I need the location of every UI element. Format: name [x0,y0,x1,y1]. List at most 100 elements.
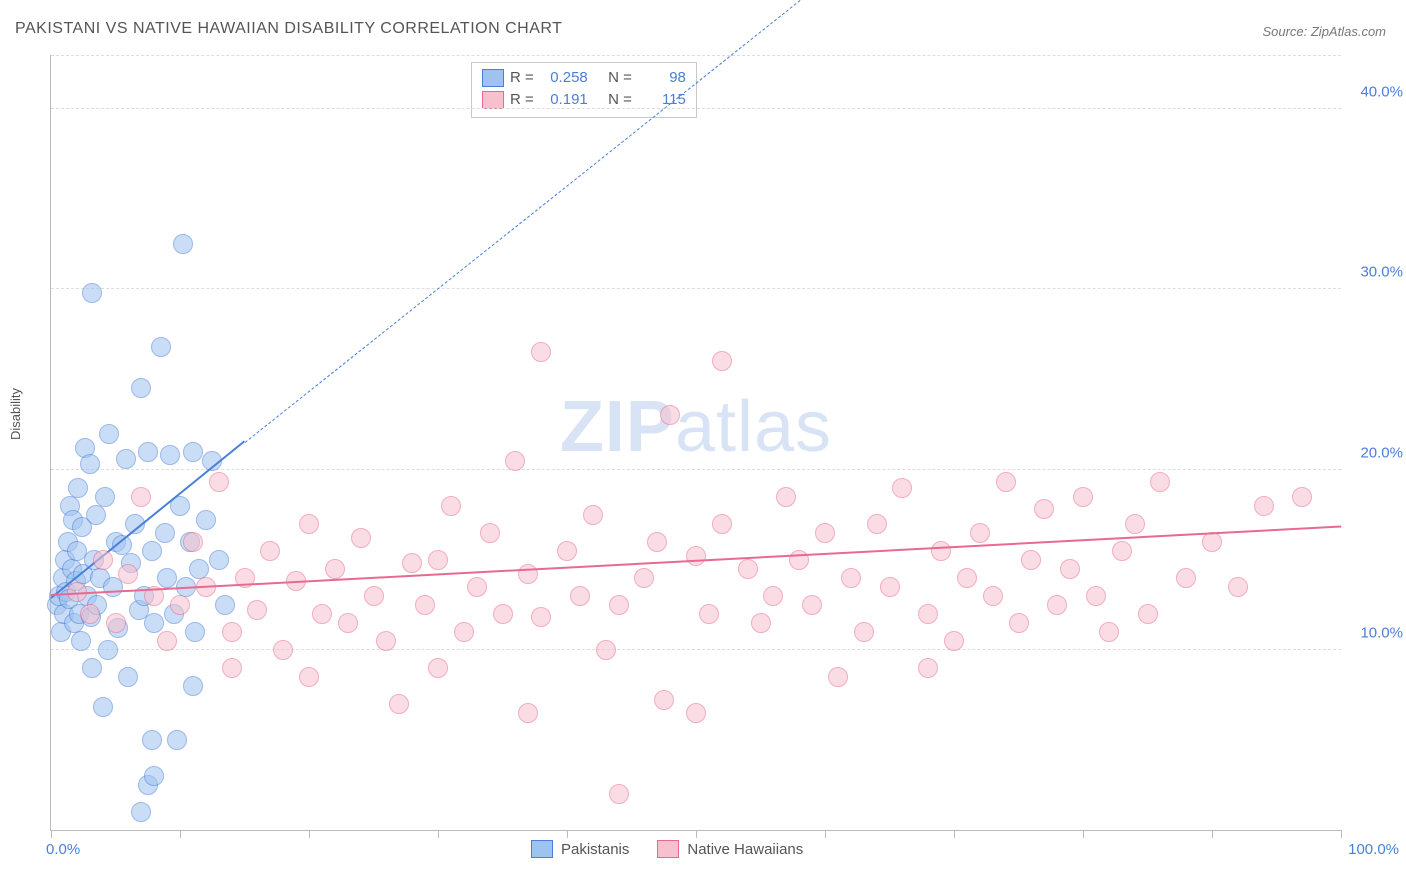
data-point [944,631,964,651]
data-point [98,640,118,660]
x-tick [825,830,826,838]
series-legend: Pakistanis Native Hawaiians [531,840,803,858]
data-point [996,472,1016,492]
data-point [185,622,205,642]
data-point [596,640,616,660]
data-point [99,424,119,444]
data-point [93,697,113,717]
data-point [557,541,577,561]
data-point [983,586,1003,606]
data-point [325,559,345,579]
data-point [157,568,177,588]
data-point [763,586,783,606]
data-point [1099,622,1119,642]
gridline [51,108,1341,109]
data-point [1021,550,1041,570]
data-point [699,604,719,624]
data-point [351,528,371,548]
x-tick [180,830,181,838]
data-point [118,564,138,584]
data-point [518,564,538,584]
data-point [131,378,151,398]
data-point [376,631,396,651]
gridline [51,55,1341,56]
data-point [776,487,796,507]
data-point [138,442,158,462]
data-point [338,613,358,633]
data-point [116,449,136,469]
data-point [505,451,525,471]
data-point [957,568,977,588]
data-point [260,541,280,561]
data-point [686,546,706,566]
legend-label: Pakistanis [561,841,629,858]
data-point [1228,577,1248,597]
data-point [183,676,203,696]
data-point [518,703,538,723]
data-point [80,604,100,624]
data-point [68,478,88,498]
y-tick-label: 40.0% [1348,84,1403,101]
data-point [209,550,229,570]
data-point [312,604,332,624]
data-point [170,595,190,615]
data-point [828,667,848,687]
x-tick [567,830,568,838]
data-point [1060,559,1080,579]
legend-label: Native Hawaiians [687,841,803,858]
stats-row-pakistanis: R = 0.258 N = 98 [482,67,686,89]
x-tick [954,830,955,838]
x-tick [1083,830,1084,838]
data-point [867,514,887,534]
data-point [299,667,319,687]
gridline [51,288,1341,289]
x-max-label: 100.0% [1348,841,1399,858]
data-point [660,405,680,425]
data-point [970,523,990,543]
scatter-plot: ZIPatlas R = 0.258 N = 98 R = 0.191 N = … [50,55,1341,831]
legend-item-pakistanis: Pakistanis [531,840,629,858]
data-point [428,658,448,678]
watermark: ZIPatlas [560,386,832,468]
data-point [892,478,912,498]
data-point [196,510,216,530]
y-tick-label: 10.0% [1348,624,1403,641]
data-point [173,234,193,254]
data-point [880,577,900,597]
data-point [209,472,229,492]
data-point [155,523,175,543]
data-point [144,766,164,786]
data-point [151,337,171,357]
x-min-label: 0.0% [46,841,80,858]
data-point [183,442,203,462]
data-point [157,631,177,651]
data-point [95,487,115,507]
swatch-hawaiians [657,840,679,858]
y-tick-label: 30.0% [1348,264,1403,281]
data-point [467,577,487,597]
data-point [80,454,100,474]
data-point [144,613,164,633]
data-point [106,613,126,633]
data-point [247,600,267,620]
data-point [167,730,187,750]
data-point [215,595,235,615]
data-point [1150,472,1170,492]
data-point [789,550,809,570]
source-attribution: Source: ZipAtlas.com [1262,24,1386,39]
data-point [480,523,500,543]
y-axis-label: Disability [8,388,23,440]
data-point [841,568,861,588]
data-point [82,283,102,303]
data-point [609,784,629,804]
data-point [1034,499,1054,519]
data-point [531,342,551,362]
data-point [142,730,162,750]
data-point [1125,514,1145,534]
data-point [531,607,551,627]
x-tick [696,830,697,838]
legend-item-hawaiians: Native Hawaiians [657,840,803,858]
page-title: PAKISTANI VS NATIVE HAWAIIAN DISABILITY … [15,20,562,38]
data-point [402,553,422,573]
x-tick [438,830,439,838]
